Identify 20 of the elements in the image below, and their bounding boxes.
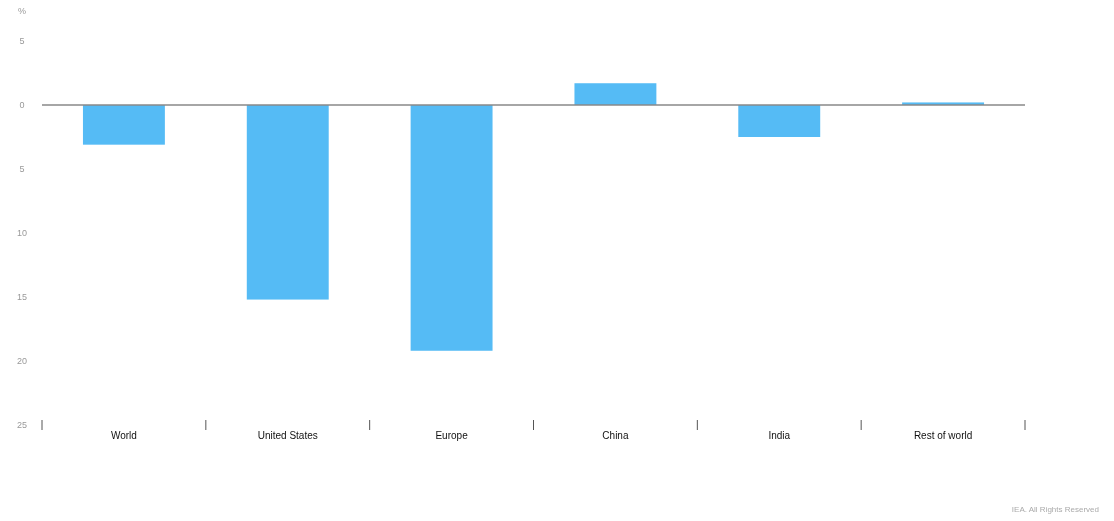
x-tick-label: Rest of world	[913, 430, 973, 441]
bar	[82, 105, 165, 145]
y-tick-label: 25	[16, 420, 28, 431]
y-tick-label: 5	[19, 164, 25, 175]
bar	[410, 105, 493, 351]
bar	[246, 105, 329, 300]
x-tick-label: China	[602, 430, 629, 441]
y-tick-label: 5	[19, 36, 25, 47]
y-axis-title: %	[17, 6, 27, 16]
x-tick-label: Europe	[435, 430, 469, 441]
x-tick-label: United States	[257, 430, 318, 441]
y-tick-label: 15	[16, 292, 28, 303]
x-tick-label: India	[768, 430, 791, 441]
text: IEA. All Rights Reserved	[1011, 505, 1099, 514]
bar	[738, 105, 821, 137]
y-tick-label: 10	[16, 228, 28, 239]
y-tick-label: 0	[19, 100, 25, 111]
x-tick-label: World	[110, 430, 137, 441]
y-tick-label: 20	[16, 356, 28, 367]
bar	[574, 83, 657, 105]
